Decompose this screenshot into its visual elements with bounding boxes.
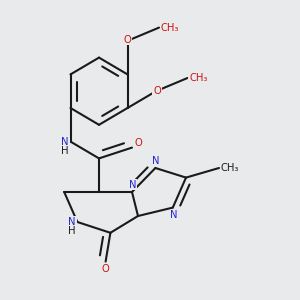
Text: CH₃: CH₃ [220, 163, 239, 173]
Text: N: N [61, 136, 69, 147]
Text: O: O [153, 86, 161, 96]
Text: N: N [170, 210, 177, 220]
Text: N: N [68, 217, 76, 227]
Text: H: H [68, 226, 76, 236]
Text: CH₃: CH₃ [189, 73, 207, 83]
Text: O: O [102, 264, 110, 274]
Text: N: N [152, 155, 160, 166]
Text: O: O [124, 34, 131, 45]
Text: O: O [134, 138, 142, 148]
Text: H: H [61, 146, 69, 156]
Text: CH₃: CH₃ [160, 22, 179, 33]
Text: N: N [129, 179, 136, 190]
